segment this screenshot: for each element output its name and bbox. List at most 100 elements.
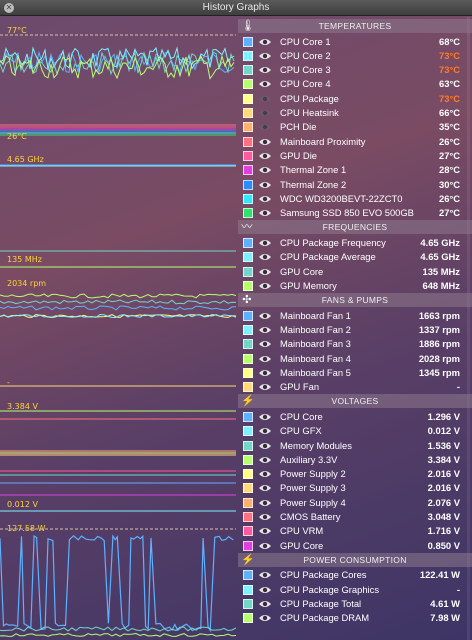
- sensor-row-mainboard-fan-4[interactable]: Mainboard Fan 4 2028 rpm: [238, 352, 472, 366]
- eye-icon[interactable]: [258, 526, 272, 536]
- eye-icon[interactable]: [258, 238, 272, 248]
- eye-icon[interactable]: [258, 281, 272, 291]
- color-swatch[interactable]: [243, 237, 253, 248]
- color-swatch[interactable]: [243, 136, 253, 147]
- eye-icon[interactable]: [258, 455, 272, 465]
- sensor-row-gpu-core[interactable]: GPU Core 0.850 V: [238, 539, 472, 553]
- eye-icon[interactable]: [258, 483, 272, 493]
- sensor-row-mainboard-fan-3[interactable]: Mainboard Fan 3 1886 rpm: [238, 337, 472, 351]
- eye-icon[interactable]: [258, 368, 272, 378]
- sensor-row-mainboard-fan-2[interactable]: Mainboard Fan 2 1337 rpm: [238, 323, 472, 337]
- color-swatch[interactable]: [243, 65, 253, 76]
- sensor-row-cpu-core-4[interactable]: CPU Core 4 63°C: [238, 77, 472, 91]
- sensor-row-cpu-core[interactable]: CPU Core 1.296 V: [238, 410, 472, 424]
- eye-icon[interactable]: [258, 599, 272, 609]
- eye-icon[interactable]: [258, 441, 272, 451]
- color-swatch[interactable]: [243, 79, 253, 90]
- sensor-row-pch-die[interactable]: PCH Die 35°C: [238, 120, 472, 134]
- color-swatch[interactable]: [243, 179, 253, 190]
- color-swatch[interactable]: [243, 426, 253, 437]
- sensor-row-mainboard-fan-5[interactable]: Mainboard Fan 5 1345 rpm: [238, 366, 472, 380]
- sensor-row-wdc-wd3200bevt-22zct0[interactable]: WDC WD3200BEVT-22ZCT0 26°C: [238, 192, 472, 206]
- color-swatch[interactable]: [243, 50, 253, 61]
- eye-icon[interactable]: [258, 585, 272, 595]
- color-swatch[interactable]: [243, 208, 253, 219]
- eye-icon[interactable]: [258, 325, 272, 335]
- sensor-row-power-supply-2[interactable]: Power Supply 2 2.016 V: [238, 467, 472, 481]
- eye-icon[interactable]: [258, 137, 272, 147]
- sensor-row-cpu-package-frequency[interactable]: CPU Package Frequency 4.65 GHz: [238, 236, 472, 250]
- close-icon[interactable]: ✕: [4, 3, 14, 13]
- eye-icon[interactable]: [258, 412, 272, 422]
- color-swatch[interactable]: [243, 122, 253, 133]
- color-swatch[interactable]: [243, 469, 253, 480]
- eye-icon[interactable]: [258, 180, 272, 190]
- sensor-row-auxiliary-3-3v[interactable]: Auxiliary 3.3V 3.384 V: [238, 453, 472, 467]
- eye-icon[interactable]: [258, 65, 272, 75]
- sensor-row-cpu-core-3[interactable]: CPU Core 3 73°C: [238, 63, 472, 77]
- eye-icon[interactable]: [258, 165, 272, 175]
- eye-hidden-icon[interactable]: [258, 122, 272, 132]
- color-swatch[interactable]: [243, 252, 253, 263]
- color-swatch[interactable]: [243, 526, 253, 537]
- color-swatch[interactable]: [243, 266, 253, 277]
- sensor-row-cpu-vrm[interactable]: CPU VRM 1.716 V: [238, 524, 472, 538]
- eye-icon[interactable]: [258, 51, 272, 61]
- sensor-row-mainboard-proximity[interactable]: Mainboard Proximity 26°C: [238, 135, 472, 149]
- color-swatch[interactable]: [243, 382, 253, 393]
- eye-icon[interactable]: [258, 208, 272, 218]
- sensor-row-cpu-core-1[interactable]: CPU Core 1 68°C: [238, 35, 472, 49]
- color-swatch[interactable]: [243, 310, 253, 321]
- eye-hidden-icon[interactable]: [258, 108, 272, 118]
- eye-icon[interactable]: [258, 570, 272, 580]
- eye-icon[interactable]: [258, 79, 272, 89]
- color-swatch[interactable]: [243, 584, 253, 595]
- sensor-row-gpu-core[interactable]: GPU Core 135 MHz: [238, 265, 472, 279]
- sensor-row-cpu-core-2[interactable]: CPU Core 2 73°C: [238, 49, 472, 63]
- eye-icon[interactable]: [258, 151, 272, 161]
- sensor-row-thermal-zone-1[interactable]: Thermal Zone 1 28°C: [238, 163, 472, 177]
- eye-icon[interactable]: [258, 613, 272, 623]
- color-swatch[interactable]: [243, 540, 253, 551]
- color-swatch[interactable]: [243, 108, 253, 118]
- sensor-row-gpu-fan[interactable]: GPU Fan -: [238, 380, 472, 394]
- color-swatch[interactable]: [243, 339, 253, 350]
- sensor-row-cpu-package-total[interactable]: CPU Package Total 4.61 W: [238, 597, 472, 611]
- scrollbar[interactable]: [467, 17, 470, 640]
- sensor-row-power-supply-4[interactable]: Power Supply 4 2.076 V: [238, 496, 472, 510]
- color-swatch[interactable]: [243, 150, 253, 161]
- eye-icon[interactable]: [258, 37, 272, 47]
- eye-icon[interactable]: [258, 311, 272, 321]
- color-swatch[interactable]: [243, 570, 253, 581]
- sensor-row-samsung-ssd-850-evo-500gb[interactable]: Samsung SSD 850 EVO 500GB 27°C: [238, 206, 472, 220]
- sensor-row-cmos-battery[interactable]: CMOS Battery 3.048 V: [238, 510, 472, 524]
- sensor-row-cpu-gfx[interactable]: CPU GFX 0.012 V: [238, 424, 472, 438]
- eye-icon[interactable]: [258, 382, 272, 392]
- color-swatch[interactable]: [243, 280, 253, 291]
- eye-icon[interactable]: [258, 267, 272, 277]
- color-swatch[interactable]: [243, 440, 253, 451]
- sensor-row-cpu-package-graphics[interactable]: CPU Package Graphics -: [238, 583, 472, 597]
- sensor-row-gpu-memory[interactable]: GPU Memory 648 MHz: [238, 279, 472, 293]
- color-swatch[interactable]: [243, 483, 253, 494]
- eye-icon[interactable]: [258, 512, 272, 522]
- color-swatch[interactable]: [243, 353, 253, 364]
- sensor-row-mainboard-fan-1[interactable]: Mainboard Fan 1 1663 rpm: [238, 309, 472, 323]
- color-swatch[interactable]: [243, 36, 253, 47]
- color-swatch[interactable]: [243, 512, 253, 522]
- eye-icon[interactable]: [258, 339, 272, 349]
- color-swatch[interactable]: [243, 93, 253, 104]
- sensor-row-thermal-zone-2[interactable]: Thermal Zone 2 30°C: [238, 178, 472, 192]
- color-swatch[interactable]: [243, 367, 253, 378]
- sensor-row-cpu-package-average[interactable]: CPU Package Average 4.65 GHz: [238, 250, 472, 264]
- sensor-row-memory-modules[interactable]: Memory Modules 1.536 V: [238, 439, 472, 453]
- sensor-row-cpu-heatsink[interactable]: CPU Heatsink 66°C: [238, 106, 472, 120]
- color-swatch[interactable]: [243, 165, 253, 176]
- color-swatch[interactable]: [243, 613, 253, 624]
- color-swatch[interactable]: [243, 454, 253, 465]
- eye-icon[interactable]: [258, 354, 272, 364]
- eye-icon[interactable]: [258, 498, 272, 508]
- sensor-row-cpu-package-cores[interactable]: CPU Package Cores 122.41 W: [238, 568, 472, 582]
- eye-icon[interactable]: [258, 426, 272, 436]
- color-swatch[interactable]: [243, 193, 253, 204]
